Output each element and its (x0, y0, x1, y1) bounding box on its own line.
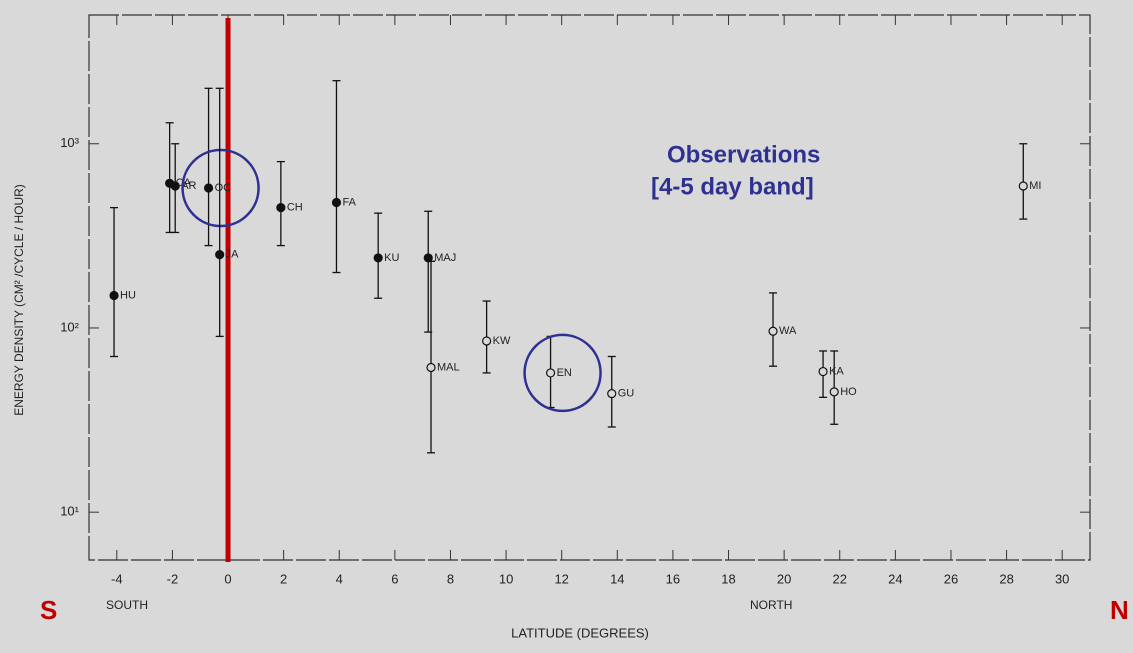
point (545, 368, 556, 378)
point-label: AR (181, 180, 196, 192)
y-tick-label: 10² (60, 319, 79, 334)
x-tick-label: 30 (1055, 571, 1069, 586)
x-tick-label: 10 (499, 571, 513, 586)
point-label: KW (493, 335, 511, 347)
point (109, 290, 119, 301)
highlight-circle (181, 148, 260, 228)
x-tick-label: 22 (833, 571, 847, 586)
point-label: HU (120, 289, 136, 301)
x-tick-label: 20 (777, 571, 791, 586)
point (276, 203, 286, 213)
y-tick-label: 10¹ (60, 504, 79, 519)
x-tick-label: 12 (554, 571, 568, 586)
x-tick-label: 6 (391, 571, 398, 586)
x-tick-label: 18 (721, 571, 735, 586)
point-label: HO (840, 386, 857, 398)
south-marker: S (40, 595, 57, 625)
point-label: CH (287, 202, 303, 214)
annotation: [4-5 day band] (651, 173, 814, 200)
point-label: JA (226, 249, 240, 261)
point-label: WA (779, 325, 797, 337)
x-tick-label: 28 (999, 571, 1013, 586)
north-label: NORTH (750, 598, 792, 612)
point (331, 197, 342, 208)
x-tick-label: 2 (280, 571, 287, 586)
x-tick-label: 14 (610, 571, 624, 586)
x-tick-label: -4 (111, 571, 123, 586)
x-tick-label: 24 (888, 571, 902, 586)
point-label: FA (342, 196, 356, 208)
point (1018, 181, 1028, 191)
x-tick-label: 0 (224, 571, 231, 586)
x-tick-label: 16 (666, 571, 680, 586)
north-marker: N (1110, 595, 1129, 625)
point-label: KA (829, 365, 844, 377)
point-label: GU (618, 388, 635, 400)
x-tick-label: 8 (447, 571, 454, 586)
highlight-circle (523, 333, 602, 413)
point (829, 387, 839, 397)
point-label: KU (384, 252, 399, 264)
plot-frame (88, 14, 1091, 561)
x-tick-label: 26 (944, 571, 958, 586)
point (373, 253, 383, 263)
point (215, 250, 225, 260)
point (607, 389, 617, 399)
point-label: EN (557, 367, 572, 379)
point-label: MAJ (434, 252, 456, 264)
point (482, 336, 492, 346)
point-label: MAL (437, 361, 460, 373)
point (818, 366, 828, 377)
point (170, 181, 180, 191)
point (203, 183, 214, 193)
point (426, 362, 436, 373)
south-label: SOUTH (106, 598, 148, 612)
x-tick-label: 4 (336, 571, 343, 586)
point-label: MI (1029, 180, 1041, 192)
x-tick-label: -2 (167, 571, 179, 586)
y-axis-label: ENERGY DENSITY (CM² /CYCLE / HOUR) (12, 184, 26, 416)
x-axis-label: LATITUDE (DEGREES) (511, 625, 649, 640)
point-label: OC (215, 182, 232, 194)
point (768, 326, 778, 336)
annotation: Observations (667, 141, 820, 168)
y-tick-label: 10³ (60, 135, 79, 150)
